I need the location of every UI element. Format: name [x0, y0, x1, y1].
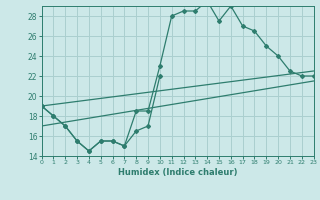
X-axis label: Humidex (Indice chaleur): Humidex (Indice chaleur) [118, 168, 237, 177]
